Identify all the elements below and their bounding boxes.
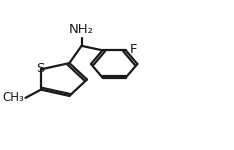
- Text: NH₂: NH₂: [69, 23, 94, 36]
- Text: F: F: [130, 43, 137, 56]
- Text: S: S: [36, 62, 44, 75]
- Text: CH₃: CH₃: [2, 91, 24, 104]
